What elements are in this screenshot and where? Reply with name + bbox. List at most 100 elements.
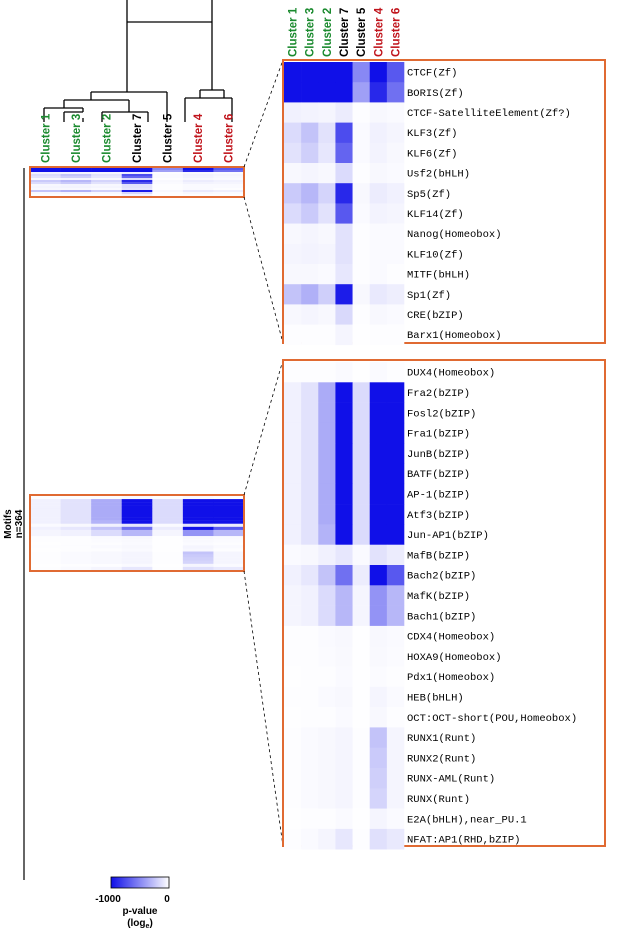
- heatmap-cell: [369, 727, 388, 748]
- heatmap-cell: [284, 243, 302, 265]
- heatmap-cell: [318, 625, 336, 647]
- heatmap-cell: [318, 585, 336, 606]
- heatmap-cell: [30, 533, 61, 537]
- heatmap-cell: [30, 536, 61, 540]
- motif-label: CTCF(Zf): [407, 68, 457, 80]
- heatmap-cell: [182, 539, 214, 543]
- heatmap-cell: [152, 186, 184, 189]
- heatmap-cell: [386, 382, 405, 403]
- heatmap-cell: [60, 517, 92, 521]
- heatmap-cell: [30, 551, 61, 555]
- heatmap-cell: [213, 539, 245, 543]
- heatmap-cell: [60, 545, 92, 549]
- heatmap-cell: [352, 666, 371, 688]
- heatmap-cell: [121, 188, 153, 191]
- heatmap-cell: [352, 102, 371, 123]
- heatmap-cell: [213, 180, 245, 183]
- heatmap-cell: [152, 542, 184, 546]
- heatmap-cell: [335, 382, 353, 403]
- heatmap-cell: [121, 496, 153, 500]
- heatmap-cell: [386, 183, 405, 204]
- cluster-label: Cluster 6: [224, 114, 236, 163]
- heatmap-cell: [30, 168, 61, 171]
- heatmap-cell: [30, 539, 61, 543]
- heatmap-cell: [30, 499, 61, 503]
- motif-label: AP-1(bZIP): [407, 489, 470, 501]
- heatmap-cell: [335, 585, 353, 606]
- heatmap-cell: [386, 304, 405, 325]
- heatmap-cell: [121, 548, 153, 552]
- heatmap-cell: [182, 176, 214, 179]
- heatmap-cell: [182, 192, 214, 195]
- heatmap-cell: [386, 122, 405, 144]
- heatmap-cell: [152, 172, 184, 175]
- heatmap-cell: [152, 184, 184, 187]
- heatmap-cell: [91, 557, 123, 561]
- heatmap-cell: [60, 184, 92, 187]
- heatmap-cell: [318, 324, 336, 346]
- motif-label: Bach1(bZIP): [407, 611, 476, 623]
- heatmap-cell: [91, 192, 123, 195]
- heatmap-cell: [91, 566, 123, 571]
- heatmap-cell: [369, 264, 388, 285]
- heatmap-cell: [386, 463, 405, 485]
- heatmap-cell: [301, 625, 319, 647]
- heatmap-cell: [369, 808, 388, 830]
- heatmap-cell: [352, 686, 371, 708]
- heatmap-cell: [121, 551, 153, 555]
- cluster-label: Cluster 3: [71, 114, 83, 163]
- heatmap-cell: [369, 362, 388, 383]
- heatmap-cell: [121, 192, 153, 195]
- heatmap-cell: [152, 526, 184, 531]
- heatmap-cell: [30, 517, 61, 521]
- heatmap-cell: [318, 463, 336, 485]
- heatmap-cell: [60, 186, 92, 189]
- motif-label: BATF(bZIP): [407, 469, 470, 481]
- heatmap-cell: [121, 194, 153, 197]
- heatmap-cell: [91, 542, 123, 546]
- heatmap-cell: [318, 203, 336, 224]
- colorbar-legend: -1000 0 p-value (loge): [95, 876, 170, 930]
- motif-label: Sp1(Zf): [407, 290, 451, 302]
- heatmap-cell: [386, 483, 405, 505]
- heatmap-cell: [301, 304, 319, 325]
- heatmap-cell: [91, 190, 123, 193]
- heatmap-cell: [301, 122, 319, 144]
- heatmap-cell: [182, 182, 214, 185]
- heatmap-cell: [318, 707, 336, 728]
- heatmap-cell: [369, 163, 388, 184]
- heatmap-cell: [30, 502, 61, 506]
- heatmap-cell: [284, 544, 302, 566]
- heatmap-cell: [352, 382, 371, 403]
- heatmap-cell: [386, 102, 405, 123]
- heatmap-cell: [213, 542, 245, 546]
- heatmap-cell: [301, 686, 319, 708]
- heatmap-cell: [386, 544, 405, 566]
- heatmap-cell: [121, 529, 153, 534]
- heatmap-cell: [30, 188, 61, 191]
- heatmap-cell: [121, 514, 153, 518]
- heatmap-cell: [91, 545, 123, 549]
- heatmap-cell: [335, 747, 353, 769]
- heatmap-cell: [121, 499, 153, 503]
- heatmap-cell: [301, 362, 319, 383]
- heatmap-cell: [213, 168, 245, 171]
- heatmap-cell: [352, 585, 371, 606]
- heatmap-cell: [91, 554, 123, 558]
- heatmap-cell: [30, 526, 61, 531]
- motif-label: Pdx1(Homeobox): [407, 672, 495, 684]
- heatmap-cell: [213, 529, 245, 534]
- heatmap-cell: [30, 520, 61, 524]
- heatmap-cell: [121, 557, 153, 561]
- heatmap-cell: [386, 605, 405, 627]
- heatmap-cell: [152, 182, 184, 185]
- motif-label: Usf2(bHLH): [407, 169, 470, 181]
- motif-label: Jun-AP1(bZIP): [407, 530, 489, 542]
- heatmap-cell: [213, 170, 245, 173]
- heatmap-cell: [301, 747, 319, 769]
- heatmap-cell: [301, 585, 319, 606]
- heatmap-cell: [213, 496, 245, 500]
- heatmap-cell: [386, 284, 405, 305]
- heatmap-cell: [301, 828, 319, 850]
- heatmap-cell: [335, 82, 353, 103]
